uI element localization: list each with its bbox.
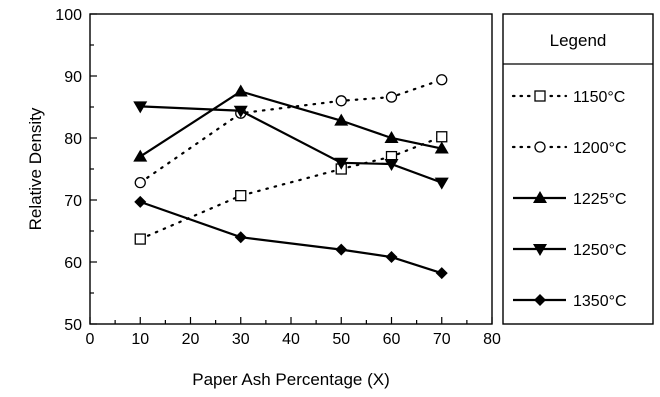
data-point [133, 149, 148, 162]
y-tick-label: 60 [64, 255, 82, 272]
y-axis-title: Relative Density [26, 107, 45, 230]
data-point [233, 84, 248, 97]
legend-marker [534, 294, 546, 306]
series-line [139, 200, 443, 275]
legend-label: 1200°C [573, 140, 627, 157]
legend-label: 1350°C [573, 293, 627, 310]
data-point [235, 190, 247, 202]
series-1200°C [134, 74, 448, 189]
plot-area: 0 10 20 30 40 50 60 70 80 50 60 70 80 90 100 [55, 7, 501, 348]
data-point [233, 105, 248, 118]
y-tick-label: 80 [64, 131, 82, 148]
data-point [436, 131, 448, 143]
data-point [335, 243, 348, 256]
x-tick-label: 20 [182, 331, 200, 348]
series-1150°C [134, 131, 448, 245]
y-tick-label: 100 [55, 7, 82, 24]
legend-box [502, 13, 654, 325]
series-1250°C [133, 101, 449, 190]
data-point [134, 195, 147, 208]
legend-title: Legend [550, 31, 607, 50]
legend-label: 1225°C [573, 191, 627, 208]
legend-entry: 1150°C [511, 89, 625, 106]
legend-entry: 1250°C [513, 242, 627, 259]
data-point [384, 131, 399, 143]
data-point [436, 74, 448, 86]
legend-entry: 1350°C [513, 293, 627, 310]
y-tick-label: 90 [64, 69, 82, 86]
legend-marker [534, 141, 546, 153]
x-tick-label: 30 [232, 331, 250, 348]
legend-entry: 1200°C [511, 140, 627, 157]
data-point [335, 95, 347, 107]
x-tick-label: 50 [332, 331, 350, 348]
legend-marker [533, 244, 547, 256]
x-axis-title: Paper Ash Percentage (X) [192, 370, 390, 389]
legend-marker [534, 90, 546, 102]
data-point [434, 141, 449, 154]
x-tick-label: 70 [433, 331, 451, 348]
data-point [234, 231, 247, 244]
legend: Legend 1150°C 1200°C 1225°C 1250°C 1350°C [502, 13, 654, 325]
data-point [384, 159, 399, 172]
legend-label: 1250°C [573, 242, 627, 259]
data-point [133, 101, 148, 114]
y-tick-label: 70 [64, 193, 82, 210]
data-point [385, 251, 398, 264]
y-tick-label: 50 [64, 317, 82, 334]
data-point [435, 267, 448, 280]
series-line [139, 90, 442, 158]
series-line [140, 105, 443, 184]
data-point [134, 176, 146, 189]
x-tick-label: 0 [86, 331, 95, 348]
data-point [334, 157, 349, 170]
x-tick-label: 10 [131, 331, 149, 348]
data-point [434, 177, 449, 190]
series-1350°C [134, 195, 448, 280]
x-tick-label: 40 [282, 331, 300, 348]
data-point [385, 91, 398, 103]
data-point [334, 113, 349, 126]
legend-label: 1150°C [573, 89, 625, 106]
data-point [134, 233, 146, 245]
x-tick-label: 60 [383, 331, 401, 348]
series-1225°C [133, 84, 449, 162]
legend-marker [533, 191, 547, 203]
x-tick-label: 80 [483, 331, 501, 348]
legend-entry: 1225°C [513, 191, 627, 208]
plot-frame [89, 13, 493, 325]
